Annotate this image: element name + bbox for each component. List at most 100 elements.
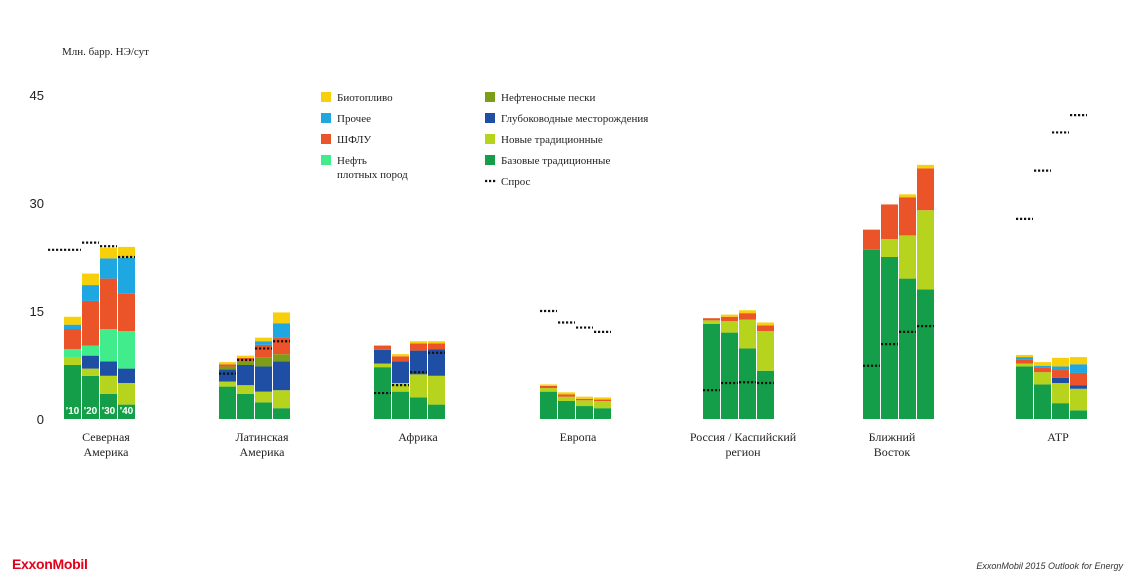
region-label: Россия / Каспийский регион xyxy=(690,430,797,459)
year-label: '30 xyxy=(102,406,116,417)
region-label: Латинская Америка xyxy=(235,430,289,459)
bar-segment xyxy=(881,239,898,257)
bar-segment xyxy=(540,388,557,392)
bar-segment xyxy=(558,392,575,395)
bar-segment xyxy=(118,331,135,369)
bar-segment xyxy=(899,235,916,279)
bar-segment xyxy=(237,385,254,394)
bar-segment xyxy=(1052,370,1069,378)
bar-segment xyxy=(576,398,593,401)
year-label: '20 xyxy=(84,406,98,417)
y-tick-label: 45 xyxy=(30,88,44,103)
bar-segment xyxy=(273,408,290,419)
bar-segment xyxy=(594,401,611,409)
bar-segment xyxy=(410,350,427,375)
bar-segment xyxy=(1034,362,1051,366)
bar-segment xyxy=(118,293,135,332)
bar-segment xyxy=(118,246,135,258)
bar-segment xyxy=(1016,357,1033,360)
bar-segment xyxy=(410,343,427,351)
bar-segment xyxy=(410,374,427,398)
legend-swatch xyxy=(485,134,495,144)
bar-segment xyxy=(576,400,593,407)
bar-segment xyxy=(237,393,254,419)
region-label-line: Россия / Каспийский xyxy=(690,430,797,444)
bar-segment xyxy=(255,391,272,403)
legend-label-line: Прочее xyxy=(337,113,371,125)
bar-segment xyxy=(1034,365,1051,368)
legend-label-line: Нефтеносные пески xyxy=(501,92,595,104)
bar-segment xyxy=(428,404,445,419)
demand-markers xyxy=(48,114,1087,395)
legend-swatch xyxy=(485,92,495,102)
bar-segment xyxy=(219,364,236,367)
bar-segment xyxy=(428,349,445,376)
bar-segment xyxy=(594,397,611,400)
bar-segment xyxy=(118,383,135,405)
legend-label-line: ШФЛУ xyxy=(337,134,371,146)
bar-segment xyxy=(255,344,272,358)
bar-segment xyxy=(410,341,427,344)
bar-segment xyxy=(82,273,99,286)
legend-swatch xyxy=(321,155,331,165)
bar-segment xyxy=(100,375,117,394)
bar-segment xyxy=(82,355,99,369)
bar-segment xyxy=(100,258,117,279)
region-label-line: Европа xyxy=(560,430,597,444)
bar-segment xyxy=(540,385,557,389)
bar-segment xyxy=(917,210,934,290)
bar-segment xyxy=(1052,366,1069,371)
bar-segment xyxy=(100,329,117,362)
legend-label: Новые традиционные xyxy=(501,134,603,146)
bar-segment xyxy=(255,402,272,419)
bar-segment xyxy=(558,401,575,419)
legend-swatch xyxy=(321,113,331,123)
bar-segment xyxy=(118,368,135,383)
bar-segment xyxy=(428,375,445,405)
bar-segment xyxy=(594,408,611,419)
bar-segment xyxy=(757,331,774,371)
y-axis-ticks: 0 15 30 45 xyxy=(30,88,44,427)
region-label-line: Северная xyxy=(82,430,130,444)
bar-segment xyxy=(1070,372,1087,386)
stacked-bars: '10 '20 '30 '40 xyxy=(64,164,1087,419)
bar-segment xyxy=(100,278,117,329)
year-label: '10 xyxy=(66,406,80,417)
region-label: Европа xyxy=(560,430,597,444)
bar-segment xyxy=(576,396,593,399)
bar-segment xyxy=(863,249,880,419)
bar-segment xyxy=(219,386,236,419)
legend-label-line: Новые традиционные xyxy=(501,134,603,146)
bar-segment xyxy=(219,381,236,387)
bar-segment xyxy=(1052,357,1069,367)
region-label: Ближний Восток xyxy=(869,430,916,459)
bar-segment xyxy=(1070,357,1087,365)
bar-segment xyxy=(410,397,427,419)
bar-segment xyxy=(540,391,557,419)
region-label-line: Америка xyxy=(240,445,286,459)
bar-segment xyxy=(219,362,236,365)
legend-label: Нефть плотных пород xyxy=(337,155,408,181)
bar-segment xyxy=(899,278,916,419)
region-label-line: регион xyxy=(725,445,761,459)
bar-segment xyxy=(721,314,738,317)
bar-segment xyxy=(273,390,290,409)
bar-segment xyxy=(1034,367,1051,373)
bar-segment xyxy=(1052,377,1069,383)
bar-segment xyxy=(219,369,236,382)
source-note: ExxonMobil 2015 Outlook for Energy xyxy=(976,561,1123,571)
bar-segment xyxy=(273,354,290,362)
bar-segment xyxy=(392,354,409,357)
bar-segment xyxy=(118,257,135,294)
y-tick-label: 15 xyxy=(30,304,44,319)
bar-segment xyxy=(1034,372,1051,385)
bar-segment xyxy=(881,204,898,239)
bar-segment xyxy=(899,194,916,198)
bar-segment xyxy=(917,289,934,419)
bar-segment xyxy=(1070,388,1087,411)
legend-swatch xyxy=(321,92,331,102)
legend-label: Базовые традиционные xyxy=(501,155,610,167)
bar-segment xyxy=(237,360,254,365)
